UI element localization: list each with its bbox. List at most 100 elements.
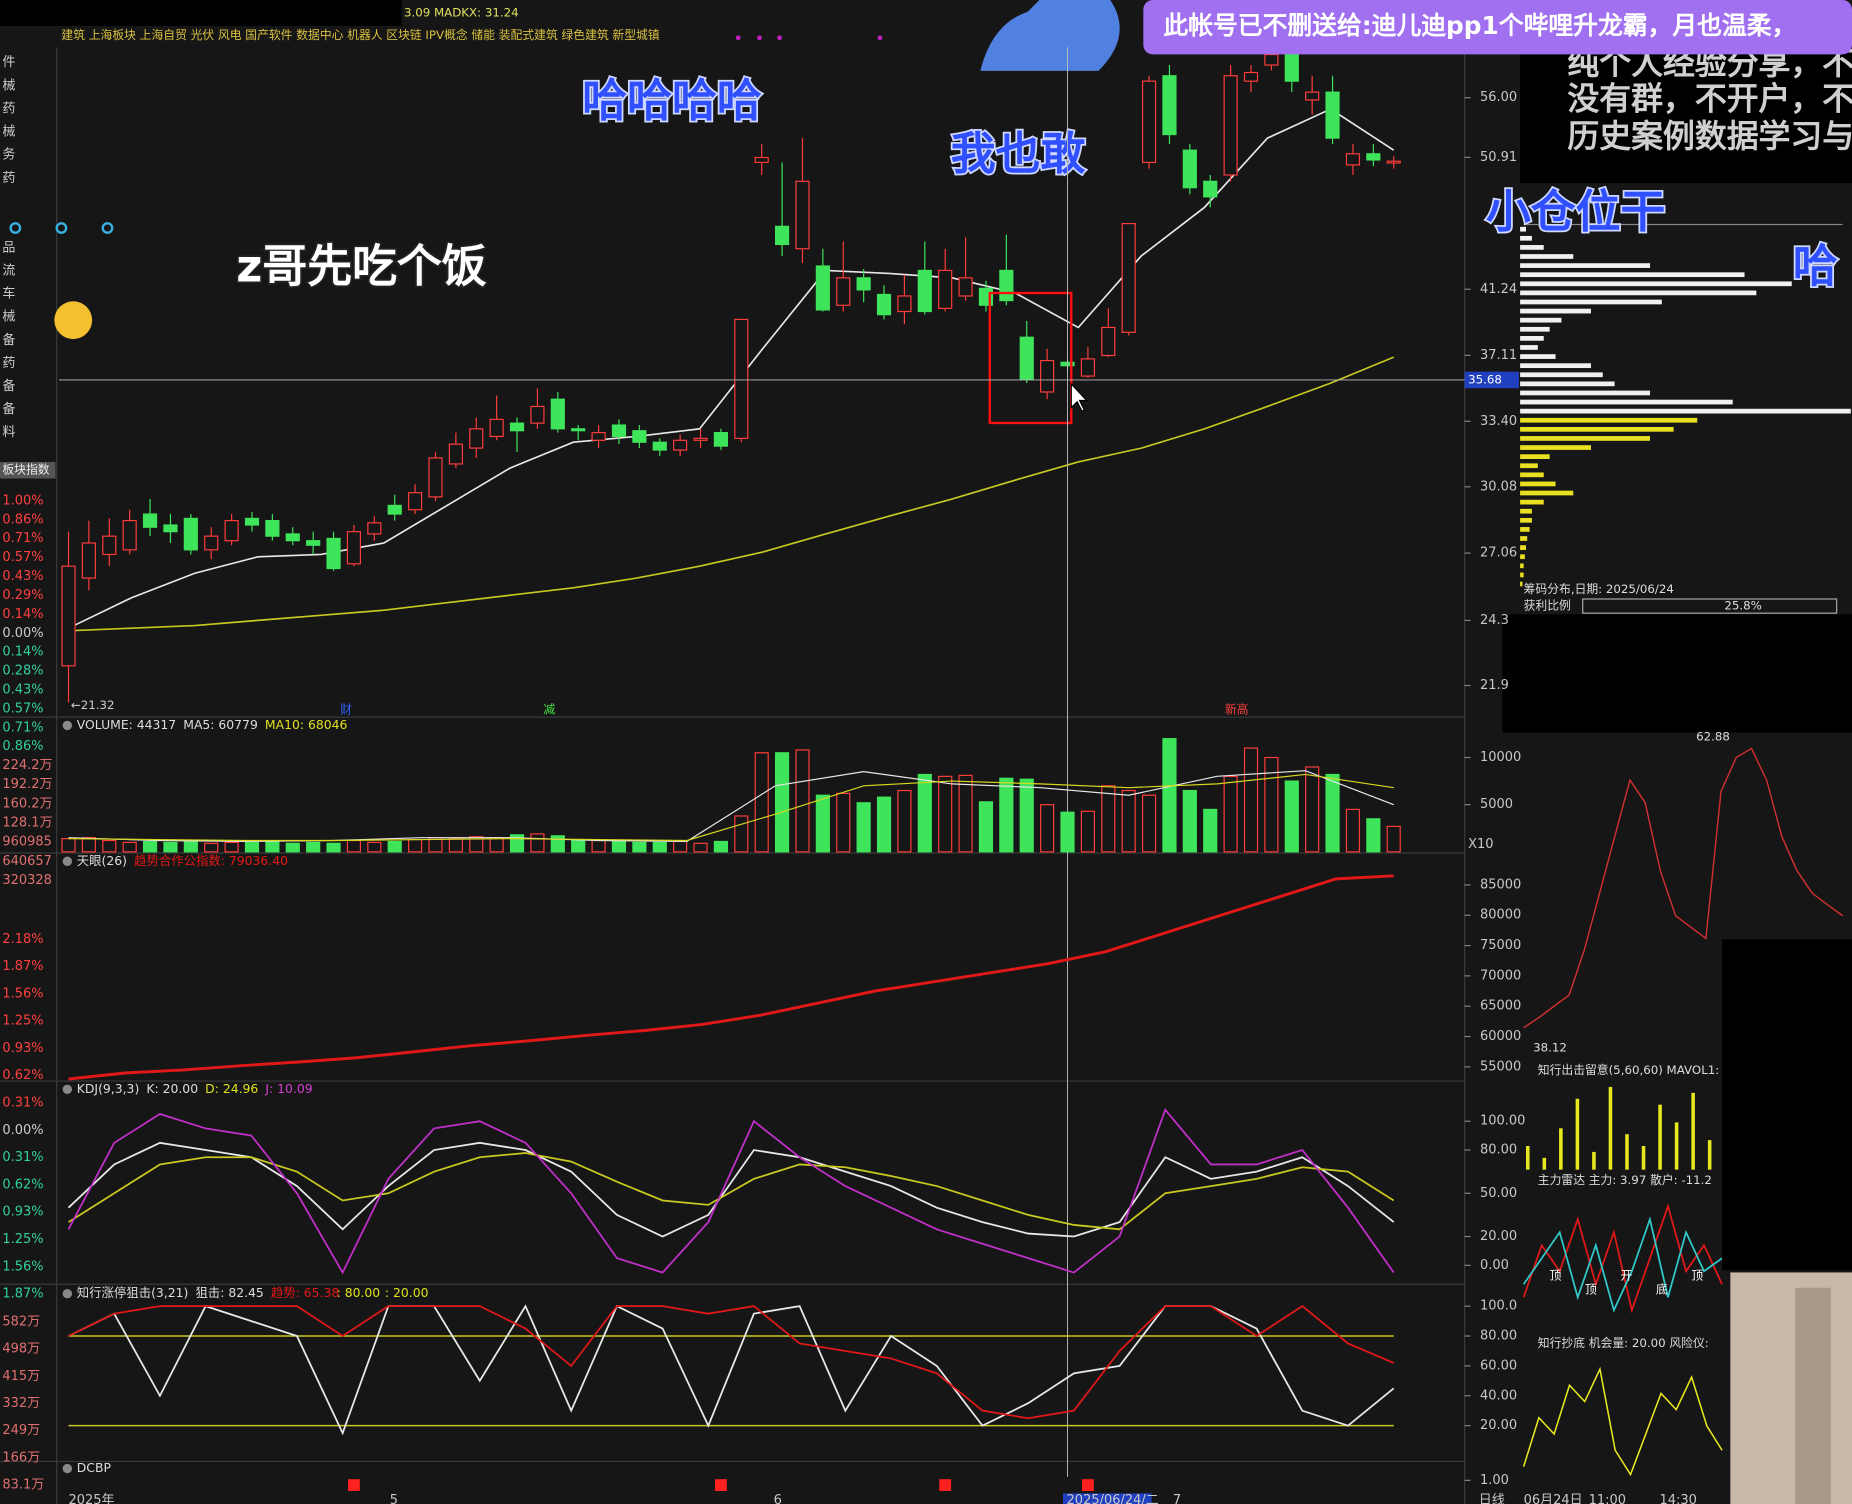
y-tick-label: 40.00 bbox=[1480, 1388, 1517, 1403]
indicator-text: 3.09 MADKX: 31.24 bbox=[404, 5, 519, 19]
candle-body bbox=[795, 180, 810, 250]
candle-body bbox=[550, 398, 565, 430]
candle-body bbox=[1386, 160, 1401, 164]
sidebar-label: 务 bbox=[2, 147, 15, 163]
volume-bar bbox=[591, 839, 606, 853]
side-tag: 顶 bbox=[1691, 1268, 1703, 1282]
volume-bar bbox=[958, 774, 973, 853]
sidebar-label: 1.25% bbox=[2, 1014, 43, 1029]
candle-body bbox=[81, 542, 96, 579]
volume-bar bbox=[285, 842, 300, 853]
volume-bar bbox=[122, 841, 137, 853]
x-axis-label: 6 bbox=[774, 1493, 782, 1504]
y-tick-label: 10000 bbox=[1480, 750, 1521, 765]
volume-bar bbox=[734, 815, 749, 853]
signal bbox=[715, 1479, 727, 1492]
y-tick-label: 55000 bbox=[1480, 1059, 1521, 1074]
sidebar-label: 料 bbox=[2, 425, 15, 440]
volume-bar bbox=[326, 842, 341, 853]
y-tick-label: 56.00 bbox=[1480, 90, 1517, 105]
side-bar bbox=[1575, 1098, 1580, 1170]
profit-value: 25.8% bbox=[1724, 599, 1761, 613]
sidebar-label: 0.86% bbox=[2, 739, 43, 754]
candle-body bbox=[774, 225, 790, 246]
volume-bar bbox=[163, 841, 178, 853]
profile-row bbox=[1520, 399, 1733, 405]
profile-row bbox=[1520, 426, 1674, 432]
black-box bbox=[1722, 939, 1852, 1271]
profile-row bbox=[1520, 517, 1532, 523]
y-tick-label: 21.9 bbox=[1480, 678, 1509, 693]
volume-bar bbox=[815, 794, 830, 853]
volume-bar bbox=[1284, 780, 1299, 853]
panel-dot bbox=[62, 1084, 73, 1095]
sidebar-label: 2.18% bbox=[2, 932, 43, 947]
sidebar-label: 320328 bbox=[2, 873, 52, 888]
panel-header: KDJ(9,3,3) bbox=[77, 1081, 140, 1096]
signal bbox=[1081, 1479, 1094, 1492]
volume-bar bbox=[1141, 794, 1157, 853]
y-tick-label: 30.08 bbox=[1480, 479, 1517, 494]
banner bbox=[1143, 0, 1852, 55]
y-tick-label: 85000 bbox=[1480, 877, 1521, 892]
candle-body bbox=[1366, 153, 1381, 161]
profile-row bbox=[1520, 417, 1698, 423]
volume-bar bbox=[1345, 808, 1361, 853]
candle-body bbox=[591, 432, 606, 441]
line bbox=[68, 874, 1394, 1081]
profile-row bbox=[1520, 354, 1556, 359]
intraday-label: 62.88 bbox=[1696, 730, 1730, 744]
sidebar-label: 车 bbox=[2, 286, 15, 302]
x-axis-label: 2025年 bbox=[69, 1493, 115, 1504]
sidebar-label: 品 bbox=[2, 241, 15, 256]
volume-bar bbox=[346, 839, 362, 853]
candle-body bbox=[897, 295, 912, 313]
candle-body bbox=[734, 318, 749, 439]
panel-header: : 80.00 bbox=[337, 1285, 381, 1300]
y-tick-label: 60000 bbox=[1480, 1029, 1521, 1044]
candle-body bbox=[1162, 75, 1177, 136]
candle-body bbox=[856, 277, 871, 291]
volume-bar bbox=[142, 840, 158, 853]
candle-body bbox=[204, 535, 219, 551]
candle-body bbox=[876, 293, 892, 316]
side-bar bbox=[1625, 1134, 1629, 1170]
y-tick-label: 24.3 bbox=[1480, 613, 1509, 628]
y-tick-label: 100.00 bbox=[1480, 1114, 1525, 1129]
candle-body bbox=[1121, 223, 1136, 333]
sidebar-label: 0.93% bbox=[2, 1041, 43, 1056]
profit-label: 获利比例 bbox=[1524, 599, 1571, 613]
volume-bar bbox=[774, 752, 790, 853]
panel-dot bbox=[62, 1463, 73, 1474]
sidebar-label: 0.62% bbox=[2, 1068, 43, 1083]
candle-body bbox=[1141, 80, 1157, 164]
side-header: 知行抄底 机会量: 20.00 风险仪: bbox=[1538, 1336, 1709, 1350]
side-bar bbox=[1608, 1086, 1613, 1170]
candle-body bbox=[1040, 359, 1055, 393]
sidebar-label: 0.71% bbox=[2, 720, 43, 735]
profit-bar bbox=[1582, 598, 1838, 614]
sidebar-label: 640657 bbox=[2, 854, 52, 869]
candle-body bbox=[306, 540, 321, 546]
line bbox=[1522, 1216, 1723, 1313]
black-box bbox=[1502, 614, 1852, 733]
candle-body bbox=[428, 457, 443, 498]
sidebar-label: 1.00% bbox=[2, 493, 43, 508]
profile-row bbox=[1520, 326, 1550, 332]
volume-bar bbox=[1366, 818, 1381, 853]
volume-bar bbox=[1264, 756, 1279, 853]
sidebar-label: 械 bbox=[2, 78, 15, 93]
line bbox=[68, 356, 1395, 632]
profile-row bbox=[1520, 508, 1532, 514]
profile-row bbox=[1520, 472, 1544, 478]
side-bar bbox=[1658, 1104, 1662, 1170]
sidebar-label: 249万 bbox=[2, 1423, 40, 1438]
panel-dot bbox=[62, 856, 73, 867]
candle-body bbox=[244, 517, 260, 526]
x-axis-label: 14:30 bbox=[1659, 1493, 1696, 1504]
profile-row bbox=[1520, 554, 1525, 560]
candle-body bbox=[224, 520, 239, 542]
volume-bar bbox=[530, 833, 545, 853]
profile-row bbox=[1520, 336, 1544, 341]
